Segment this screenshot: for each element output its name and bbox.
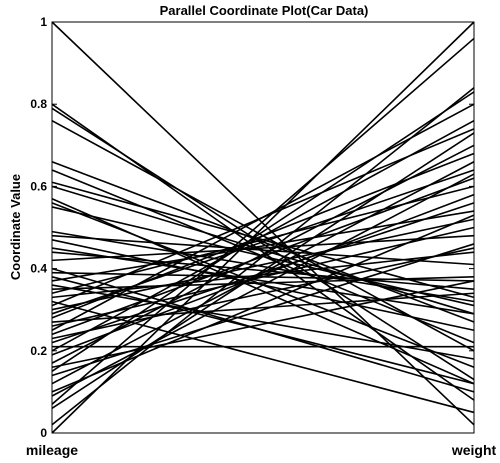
series-line-42 <box>51 37 475 405</box>
y-axis-label: Coordinate Value <box>8 174 23 280</box>
series-line-41 <box>51 173 475 397</box>
series-line-46 <box>51 197 475 385</box>
chart-title: Parallel Coordinate Plot(Car Data) <box>160 3 369 18</box>
series-line-11 <box>51 230 475 303</box>
series-line-26 <box>51 218 475 311</box>
y-tick-label: 1 <box>40 15 47 29</box>
y-tick-label: 0.4 <box>30 262 47 276</box>
series-line-22 <box>51 276 475 290</box>
x-tick-mileage: mileage <box>26 442 78 458</box>
series-line-20 <box>51 210 475 282</box>
series-line-43 <box>51 132 475 410</box>
y-tick-label: 0 <box>40 426 47 440</box>
series-line-47 <box>51 292 475 323</box>
series-line-37 <box>51 91 475 373</box>
y-tick-label: 0.6 <box>30 179 47 193</box>
series-line-36 <box>51 144 475 364</box>
series-line-3 <box>51 107 475 381</box>
series-line-48 <box>51 185 475 295</box>
series-line-1 <box>51 21 475 426</box>
series-line-45 <box>51 87 475 426</box>
series-line-49 <box>51 247 475 340</box>
series-line-30 <box>51 103 475 331</box>
y-tick-label: 0.8 <box>30 97 47 111</box>
series-line-50 <box>51 280 475 369</box>
series-line-34 <box>51 119 475 352</box>
x-tick-weight: weight <box>451 442 497 458</box>
series-line-35 <box>51 193 475 356</box>
y-tick-label: 0.2 <box>30 344 47 358</box>
series-line-39 <box>51 161 475 385</box>
series-line-16 <box>51 234 475 262</box>
series-line-44 <box>51 21 475 434</box>
series-lines <box>51 21 475 434</box>
y-axis-ticks: 0 0.2 0.4 0.6 0.8 1 <box>30 15 474 440</box>
plot-frame <box>51 21 475 434</box>
